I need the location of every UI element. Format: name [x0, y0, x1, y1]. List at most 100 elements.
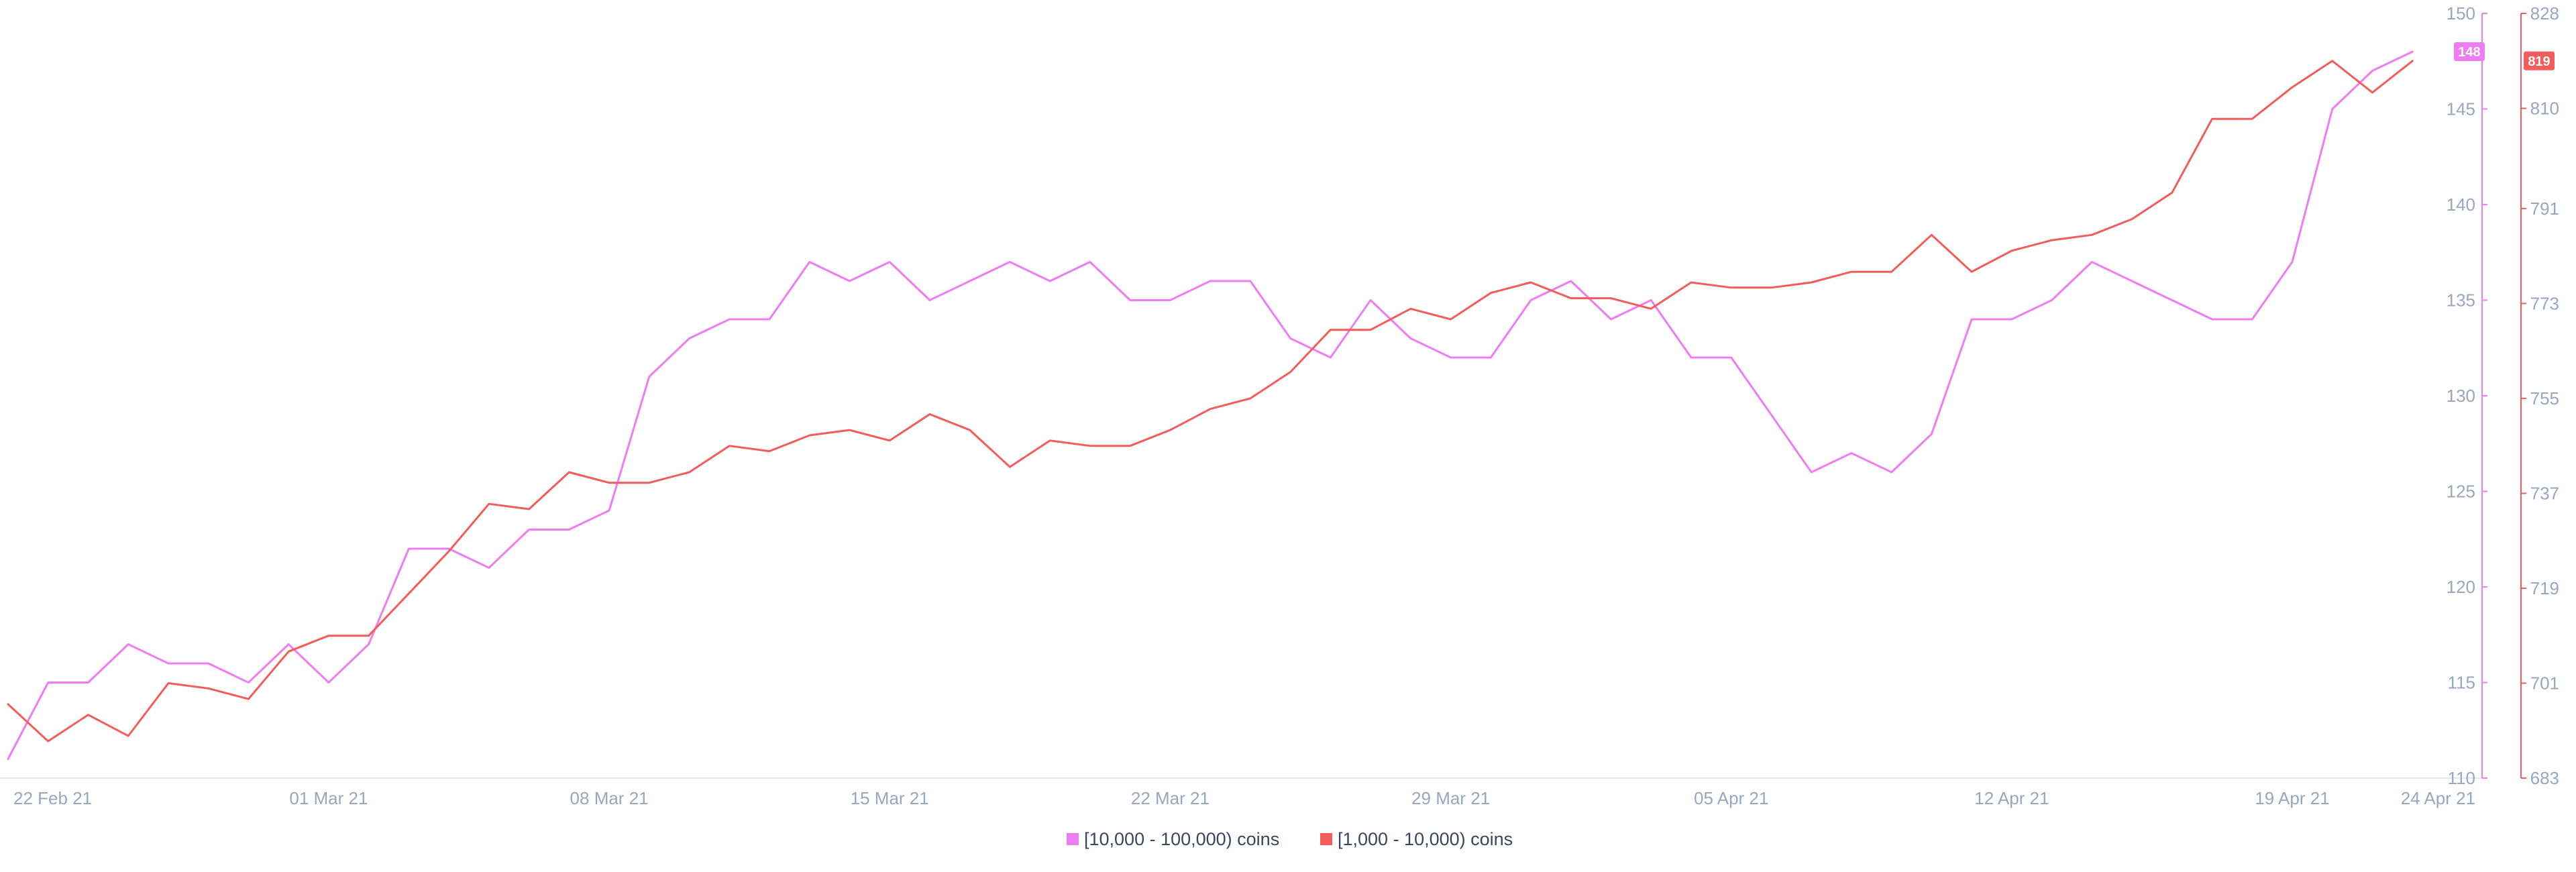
series-2-point[interactable]	[166, 681, 171, 686]
legend[interactable]: [10,000 - 100,000) coins [1,000 - 10,000)…	[1067, 829, 1513, 849]
series-1-point[interactable]	[1729, 355, 1734, 360]
series-2-point[interactable]	[1729, 285, 1734, 290]
series-2-point[interactable]	[1809, 280, 1814, 285]
series-1-point[interactable]	[2009, 317, 2015, 322]
series-2-point[interactable]	[2410, 58, 2415, 64]
series-1-point[interactable]	[2330, 107, 2335, 112]
series-2-point[interactable]	[1448, 317, 1454, 322]
series-2-point[interactable]	[2210, 116, 2215, 121]
series-2-point[interactable]	[1328, 327, 1333, 333]
series-2-point[interactable]	[1408, 306, 1413, 311]
series-1-point[interactable]	[647, 374, 652, 380]
series-line-1[interactable]	[7, 50, 2414, 760]
series-1-point[interactable]	[2290, 260, 2295, 265]
series-1-point[interactable]	[1007, 260, 1012, 265]
series-2-point[interactable]	[1087, 443, 1093, 449]
series-1-point[interactable]	[246, 680, 251, 686]
series-1-point[interactable]	[847, 278, 853, 284]
series-1-point[interactable]	[2249, 317, 2255, 322]
series-1-point[interactable]	[1248, 278, 1253, 284]
legend-swatch-1[interactable]	[1067, 833, 1079, 845]
series-2-point[interactable]	[246, 696, 251, 702]
series-1-point[interactable]	[2169, 298, 2175, 303]
series-1-point[interactable]	[1929, 431, 1934, 437]
series-1-point[interactable]	[1208, 278, 1213, 284]
series-2-point[interactable]	[1047, 438, 1053, 443]
series-line-2[interactable]	[7, 60, 2414, 743]
series-1-point[interactable]	[406, 546, 411, 551]
series-2-point[interactable]	[1889, 269, 1894, 274]
legend-label-1[interactable]: [10,000 - 100,000) coins	[1084, 829, 1279, 849]
series-1-point[interactable]	[2129, 278, 2135, 284]
series-1-point[interactable]	[1889, 470, 1894, 475]
series-2-point[interactable]	[2009, 248, 2015, 254]
series-2-point[interactable]	[927, 412, 932, 417]
series-2-point[interactable]	[1929, 232, 1934, 237]
series-2-point[interactable]	[727, 443, 732, 449]
series-1-point[interactable]	[2210, 317, 2215, 322]
series-2-point[interactable]	[527, 506, 532, 512]
legend-swatch-2[interactable]	[1320, 833, 1332, 845]
series-1-point[interactable]	[1408, 336, 1413, 341]
series-2-point[interactable]	[1688, 280, 1694, 285]
series-1-point[interactable]	[1609, 317, 1614, 322]
series-1-point[interactable]	[527, 527, 532, 533]
series-2-point[interactable]	[847, 427, 853, 433]
series-1-point[interactable]	[366, 642, 372, 647]
series-1-point[interactable]	[86, 680, 91, 686]
series-1-point[interactable]	[286, 642, 291, 647]
series-2-point[interactable]	[1648, 306, 1654, 311]
series-2-point[interactable]	[125, 733, 131, 739]
series-2-point[interactable]	[767, 449, 772, 454]
series-2-point[interactable]	[1368, 327, 1373, 333]
series-1-point[interactable]	[927, 298, 932, 303]
series-1-point[interactable]	[1648, 298, 1654, 303]
series-2-point[interactable]	[1849, 269, 1854, 274]
series-1-point[interactable]	[1328, 355, 1333, 360]
series-1-point[interactable]	[967, 278, 973, 284]
series-1-point[interactable]	[687, 336, 692, 341]
series-2-point[interactable]	[2169, 190, 2175, 195]
series-2-point[interactable]	[46, 739, 51, 744]
series-2-point[interactable]	[326, 633, 331, 639]
series-2-point[interactable]	[1969, 269, 1974, 274]
series-2-point[interactable]	[1128, 443, 1133, 449]
series-2-point[interactable]	[206, 686, 211, 691]
series-1-point[interactable]	[1368, 298, 1373, 303]
series-2-point[interactable]	[2249, 116, 2255, 121]
series-1-point[interactable]	[767, 317, 772, 322]
series-1-point[interactable]	[606, 508, 612, 513]
series-2-point[interactable]	[2049, 237, 2055, 243]
series-2-point[interactable]	[2370, 90, 2375, 95]
series-2-point[interactable]	[967, 427, 973, 433]
series-1-point[interactable]	[807, 260, 812, 265]
series-2-point[interactable]	[486, 501, 492, 506]
series-1-point[interactable]	[1448, 355, 1454, 360]
series-1-point[interactable]	[1288, 336, 1293, 341]
series-1-point[interactable]	[887, 260, 892, 265]
series-1-point[interactable]	[206, 661, 211, 666]
series-1-point[interactable]	[486, 565, 492, 571]
series-1-point[interactable]	[566, 527, 572, 533]
series-2-point[interactable]	[1208, 406, 1213, 412]
series-2-point[interactable]	[1528, 280, 1534, 285]
series-1-point[interactable]	[5, 757, 11, 762]
series-2-point[interactable]	[1167, 427, 1173, 433]
series-2-point[interactable]	[2330, 58, 2335, 64]
series-1-point[interactable]	[727, 317, 732, 322]
series-1-point[interactable]	[1849, 451, 1854, 456]
series-1-point[interactable]	[2049, 298, 2055, 303]
series-1-point[interactable]	[1809, 470, 1814, 475]
series-1-point[interactable]	[166, 661, 171, 666]
legend-label-2[interactable]: [1,000 - 10,000) coins	[1338, 829, 1513, 849]
series-2-point[interactable]	[887, 438, 892, 443]
series-2-point[interactable]	[566, 470, 572, 475]
series-2-point[interactable]	[1609, 296, 1614, 301]
series-1-point[interactable]	[1488, 355, 1493, 360]
series-2-point[interactable]	[606, 480, 612, 486]
series-1-point[interactable]	[1769, 413, 1774, 418]
series-2-point[interactable]	[86, 712, 91, 718]
series-2-point[interactable]	[647, 480, 652, 486]
series-1-point[interactable]	[1128, 298, 1133, 303]
series-1-point[interactable]	[46, 680, 51, 686]
